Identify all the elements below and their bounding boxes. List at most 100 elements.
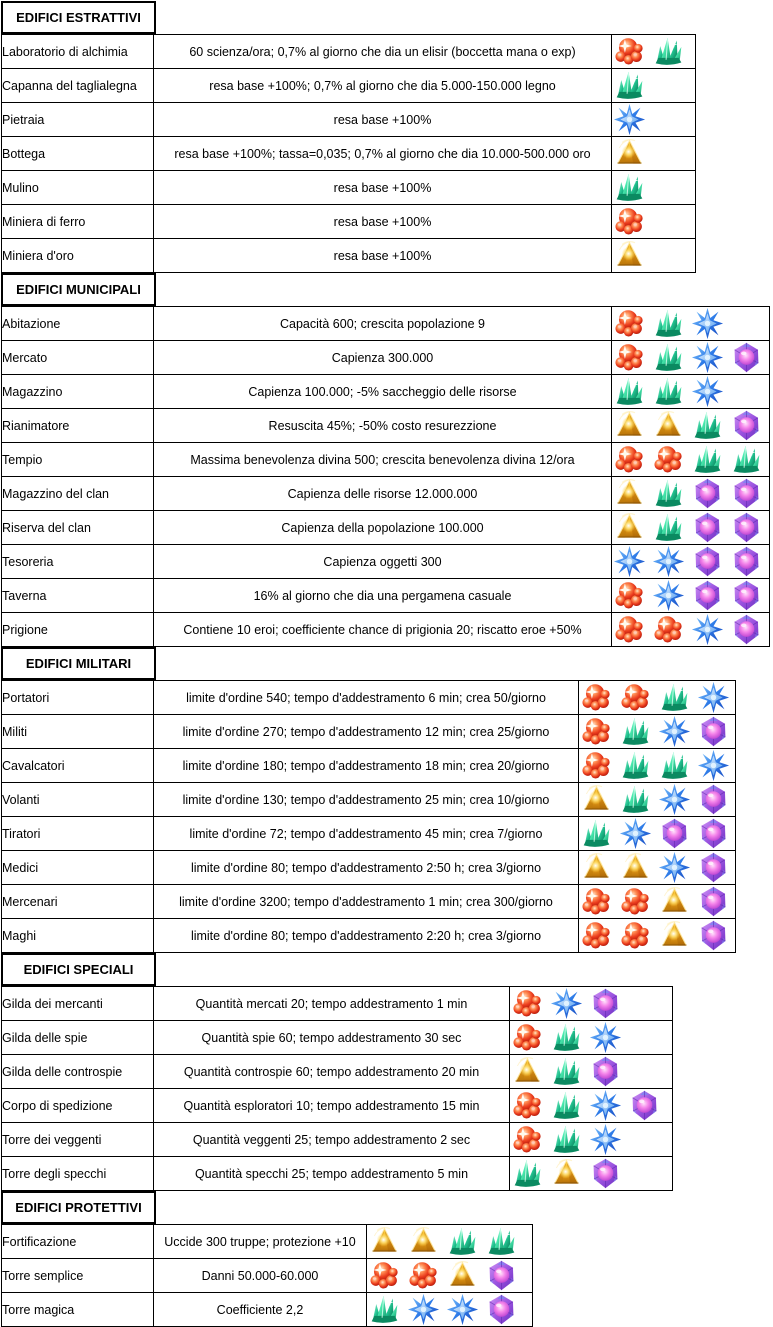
building-description: limite d'ordine 180; tempo d'addestramen… — [153, 748, 579, 783]
red-gem-icon — [652, 443, 685, 476]
green-gem-icon — [619, 749, 652, 782]
building-name: Medici — [1, 850, 154, 885]
building-gem-icons — [611, 612, 770, 647]
purple-gem-icon — [697, 715, 730, 748]
building-description: limite d'ordine 80; tempo d'addestrament… — [153, 918, 579, 953]
green-gem-icon — [658, 681, 691, 714]
building-row: Volanti limite d'ordine 130; tempo d'add… — [1, 782, 736, 817]
building-row: Torre dei veggenti Quantità veggenti 25;… — [1, 1122, 673, 1157]
blue-gem-icon — [658, 851, 691, 884]
building-row: Miniera d'oro resa base +100% — [1, 238, 696, 273]
building-gem-icons — [611, 408, 770, 443]
purple-gem-icon — [691, 579, 724, 612]
building-row: Portatori limite d'ordine 540; tempo d'a… — [1, 680, 736, 715]
purple-gem-icon — [589, 1157, 622, 1190]
section-header: EDIFICI SPECIALI — [1, 953, 156, 986]
building-row: Pietraia resa base +100% — [1, 102, 696, 137]
building-gem-icons — [578, 714, 736, 749]
building-gem-icons — [366, 1292, 533, 1327]
gold-gem-icon — [407, 1225, 440, 1258]
section-table: Abitazione Capacità 600; crescita popola… — [1, 306, 770, 647]
gold-gem-icon — [658, 919, 691, 952]
building-gem-icons — [611, 544, 770, 579]
green-gem-icon — [652, 477, 685, 510]
green-gem-icon — [446, 1225, 479, 1258]
gold-gem-icon — [550, 1157, 583, 1190]
building-description: Capienza 300.000 — [153, 340, 612, 375]
purple-gem-icon — [697, 783, 730, 816]
building-name: Prigione — [1, 612, 154, 647]
building-row: Militi limite d'ordine 270; tempo d'adde… — [1, 714, 736, 749]
purple-gem-icon — [730, 613, 763, 646]
green-gem-icon — [550, 1123, 583, 1156]
purple-gem-icon — [589, 1055, 622, 1088]
purple-gem-icon — [485, 1293, 518, 1326]
building-name: Maghi — [1, 918, 154, 953]
building-description: Uccide 300 truppe; protezione +10 — [153, 1224, 367, 1259]
building-description: limite d'ordine 72; tempo d'addestrament… — [153, 816, 579, 851]
building-gem-icons — [578, 748, 736, 783]
green-gem-icon — [652, 341, 685, 374]
blue-gem-icon — [691, 307, 724, 340]
building-row: Tiratori limite d'ordine 72; tempo d'add… — [1, 816, 736, 851]
section: EDIFICI PROTETTIVI Fortificazione Uccide… — [1, 1191, 773, 1327]
building-name: Bottega — [1, 136, 154, 171]
blue-gem-icon — [613, 545, 646, 578]
blue-gem-icon — [697, 681, 730, 714]
blue-gem-icon — [697, 749, 730, 782]
building-gem-icons — [611, 170, 696, 205]
section-header: EDIFICI PROTETTIVI — [1, 1191, 156, 1224]
section: EDIFICI MUNICIPALI Abitazione Capacità 6… — [1, 273, 773, 647]
red-gem-icon — [652, 613, 685, 646]
blue-gem-icon — [613, 103, 646, 136]
building-description: Quantità veggenti 25; tempo addestrament… — [153, 1122, 510, 1157]
building-name: Capanna del taglialegna — [1, 68, 154, 103]
building-row: Cavalcatori limite d'ordine 180; tempo d… — [1, 748, 736, 783]
building-name: Miniera di ferro — [1, 204, 154, 239]
green-gem-icon — [485, 1225, 518, 1258]
building-gem-icons — [611, 578, 770, 613]
building-gem-icons — [611, 204, 696, 239]
building-name: Torre semplice — [1, 1258, 154, 1293]
building-name: Volanti — [1, 782, 154, 817]
green-gem-icon — [511, 1157, 544, 1190]
building-row: Rianimatore Resuscita 45%; -50% costo re… — [1, 408, 770, 443]
purple-gem-icon — [730, 545, 763, 578]
building-name: Tiratori — [1, 816, 154, 851]
building-gem-icons — [611, 238, 696, 273]
building-description: limite d'ordine 270; tempo d'addestramen… — [153, 714, 579, 749]
building-row: Gilda dei mercanti Quantità mercati 20; … — [1, 986, 673, 1021]
building-row: Miniera di ferro resa base +100% — [1, 204, 696, 239]
red-gem-icon — [613, 579, 646, 612]
section-title: EDIFICI ESTRATTIVI — [16, 10, 141, 25]
building-gem-icons — [509, 1020, 673, 1055]
section: EDIFICI SPECIALI Gilda dei mercanti Quan… — [1, 953, 773, 1191]
section-header: EDIFICI MILITARI — [1, 647, 156, 680]
building-row: Bottega resa base +100%; tassa=0,035; 0,… — [1, 136, 696, 171]
blue-gem-icon — [658, 715, 691, 748]
building-row: Torre magica Coefficiente 2,2 — [1, 1292, 533, 1327]
red-gem-icon — [511, 987, 544, 1020]
building-gem-icons — [611, 306, 770, 341]
building-description: resa base +100%; 0,7% al giorno che dia … — [153, 68, 612, 103]
section-table: Gilda dei mercanti Quantità mercati 20; … — [1, 986, 673, 1191]
gold-gem-icon — [580, 783, 613, 816]
building-name: Cavalcatori — [1, 748, 154, 783]
building-gem-icons — [578, 918, 736, 953]
building-name: Laboratorio di alchimia — [1, 34, 154, 69]
green-gem-icon — [550, 1021, 583, 1054]
blue-gem-icon — [691, 341, 724, 374]
building-description: Quantità mercati 20; tempo addestramento… — [153, 986, 510, 1021]
building-row: Magazzino Capienza 100.000; -5% sacchegg… — [1, 374, 770, 409]
gold-gem-icon — [652, 409, 685, 442]
red-gem-icon — [613, 443, 646, 476]
red-gem-icon — [613, 35, 646, 68]
gold-gem-icon — [613, 477, 646, 510]
building-name: Fortificazione — [1, 1224, 154, 1259]
section: EDIFICI ESTRATTIVI Laboratorio di alchim… — [1, 1, 773, 273]
building-name: Gilda dei mercanti — [1, 986, 154, 1021]
building-name: Torre degli specchi — [1, 1156, 154, 1191]
section-header: EDIFICI MUNICIPALI — [1, 273, 156, 306]
building-description: limite d'ordine 3200; tempo d'addestrame… — [153, 884, 579, 919]
